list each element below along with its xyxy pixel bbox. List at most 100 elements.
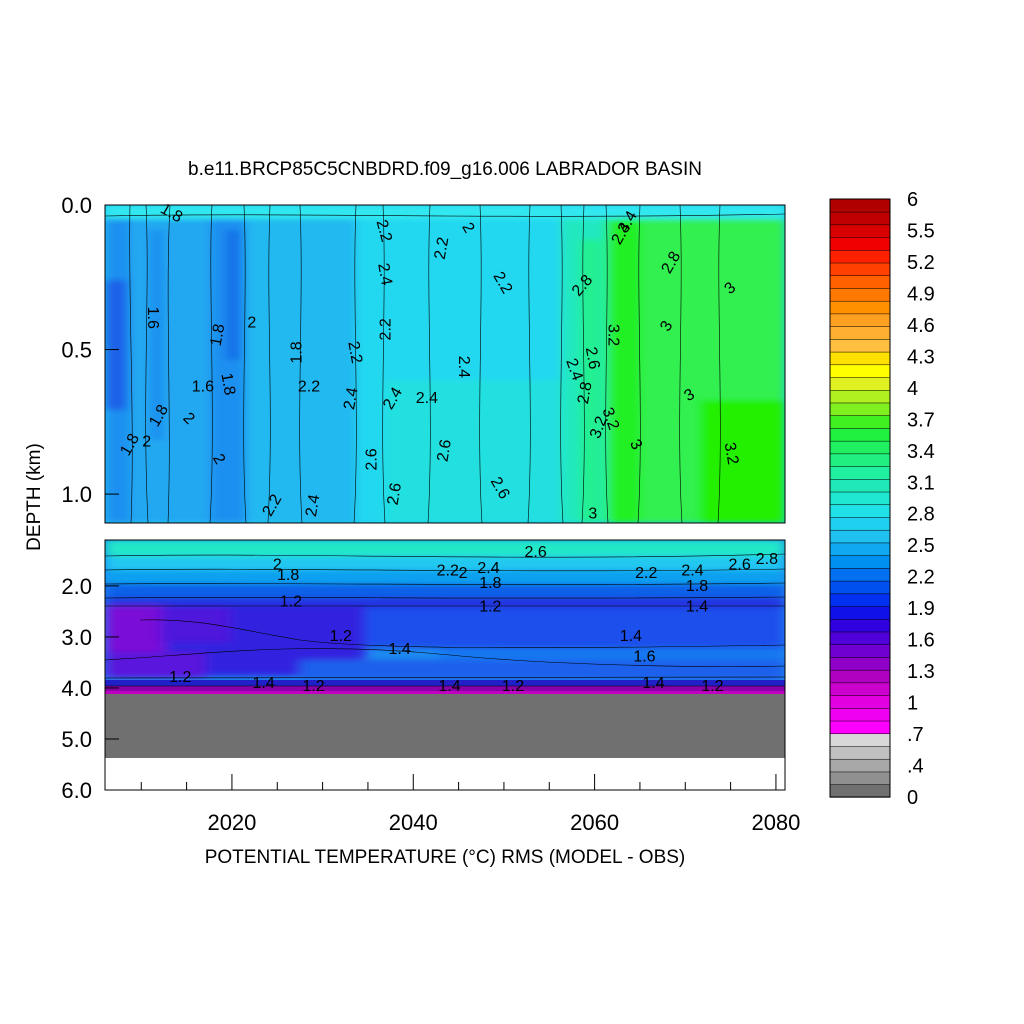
colorbar-tick-label: 3.1 (907, 472, 935, 494)
x-axis-label: POTENTIAL TEMPERATURE (°C) RMS (MODEL - … (205, 847, 686, 868)
colorbar-swatch (829, 402, 891, 416)
fill-region (105, 652, 205, 678)
contour-label: 1.4 (438, 678, 460, 695)
colorbar-tick-label: 4.9 (907, 283, 935, 305)
fill-region (105, 205, 785, 219)
contour-line (105, 596, 785, 599)
fill-region (130, 205, 210, 523)
contour-label: 2.2 (298, 378, 320, 395)
bottom-layer (105, 686, 785, 691)
contour-label: 2.2 (635, 565, 657, 582)
colorbar-tick-label: .7 (907, 724, 924, 746)
colorbar-swatch (829, 567, 891, 582)
colorbar-swatch (829, 287, 891, 302)
colorbar-swatch (829, 313, 891, 327)
contour-line (209, 205, 213, 523)
colorbar-swatch (829, 682, 891, 696)
colorbar-tick-label: 1.9 (907, 598, 935, 620)
y-tick-label: 0.5 (61, 338, 92, 363)
contour-label: 3.2 (598, 405, 622, 432)
colorbar-swatch (829, 376, 891, 391)
y-tick-label: 5.0 (61, 727, 92, 752)
colorbar: 6 5.5 5.2 4.9 4.6 4.3 4 3.7 3.4 3.1 2.8 2.5 2.2 1.9 1.… (829, 189, 935, 809)
contour-label: 2.4 (374, 262, 395, 287)
fill-region (700, 400, 785, 523)
contour-label: 2.6 (729, 557, 751, 574)
contour-label: 3 (588, 506, 597, 523)
contour-line (299, 205, 303, 523)
contour-line (105, 213, 785, 217)
contour-line (717, 205, 721, 523)
fill-region (105, 280, 127, 410)
colorbar-tick-label: 3.4 (907, 441, 935, 463)
colorbar-swatch (829, 465, 891, 480)
contour-label: 1.8 (277, 567, 299, 584)
bottom-layer (105, 694, 785, 758)
colorbar-swatch (829, 211, 891, 226)
contour-line (637, 205, 641, 523)
contour-label: 2.4 (477, 560, 499, 577)
colorbar-tick-label: 6 (907, 189, 918, 211)
contour-label: 1.4 (620, 628, 642, 645)
contour-line (353, 205, 357, 523)
fill-region (226, 230, 240, 360)
plot-frame (104, 539, 786, 791)
colorbar-swatch (829, 580, 891, 595)
colorbar-swatch (829, 325, 891, 340)
contour-label: 1.2 (302, 678, 324, 695)
colorbar-swatch (829, 631, 891, 645)
contour-label: 3.2 (721, 441, 742, 466)
x-tick-label: 2040 (389, 810, 438, 835)
colorbar-swatch (829, 198, 891, 213)
colorbar-swatch (829, 771, 891, 785)
y-tick-label: 1.0 (61, 482, 92, 507)
fill-region (300, 660, 785, 680)
contour-label: 1.8 (686, 578, 708, 595)
y-axis-label: DEPTH (km) (24, 443, 45, 551)
colorbar-swatch (829, 427, 891, 442)
y-tick-label: 6.0 (61, 778, 92, 803)
colorbar-swatch (829, 338, 891, 353)
contour-line (105, 582, 785, 585)
contour-label: 2.6 (525, 544, 547, 561)
colorbar-tick-label: .4 (907, 756, 924, 778)
colorbar-tick-label: 4 (907, 378, 918, 400)
fill-region (365, 608, 785, 648)
fill-region (105, 540, 785, 558)
y-tick-label: 3.0 (61, 625, 92, 650)
contour-line (427, 205, 431, 523)
contour-line (581, 205, 585, 523)
contour-line (560, 205, 564, 523)
contour-label: 1.2 (479, 599, 501, 616)
contour-label: 2.2 (437, 562, 459, 579)
colorbar-swatch (829, 262, 891, 276)
y-tick-label: 4.0 (61, 676, 92, 701)
contour-label: 1.2 (502, 678, 524, 695)
colorbar-swatch (829, 478, 891, 493)
contour-label: 2 (459, 565, 468, 582)
colorbar-swatch (829, 720, 891, 735)
fill-region (612, 215, 640, 523)
colorbar-tick-label: 5.2 (907, 252, 935, 274)
contour-label: 2.2 (344, 340, 365, 365)
fill-region (105, 606, 165, 652)
contour-label: 1.2 (169, 669, 191, 686)
colorbar-swatch (829, 745, 891, 760)
contour-line (129, 205, 133, 523)
colorbar-tick-label: 2.8 (907, 504, 935, 526)
contour-line (527, 205, 531, 523)
contour-label: 2.2 (432, 236, 453, 261)
contour-line (145, 205, 149, 523)
lower-contour-panel (104, 539, 786, 791)
colorbar-tick-label: 1 (907, 693, 918, 715)
upper-contour-panel (104, 204, 786, 524)
contour-label: 2.4 (455, 356, 472, 378)
white-gap (105, 758, 785, 790)
contour-line (267, 205, 271, 523)
colorbar-swatch (829, 529, 891, 544)
contour-label: 1.2 (330, 628, 352, 645)
contour-line (382, 205, 386, 523)
colorbar-swatch (829, 656, 891, 671)
colorbar-swatch (829, 351, 891, 366)
colorbar-swatch (829, 542, 891, 556)
